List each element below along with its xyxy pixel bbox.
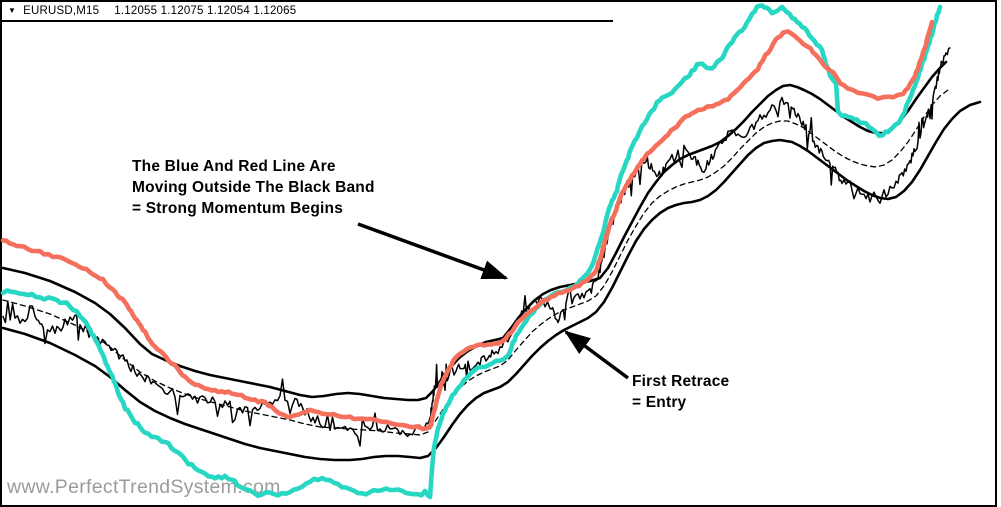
titlebar-separator	[2, 20, 613, 22]
momentum-annotation-line1: The Blue And Red Line Are	[132, 158, 336, 175]
entry-annotation-line2: = Entry	[632, 394, 687, 411]
watermark-text: www.PerfectTrendSystem.com	[7, 476, 281, 498]
arrows-group	[357, 222, 630, 380]
series-cyan-trend-line	[0, 3, 943, 500]
entry-annotation-line1: First Retrace	[632, 373, 730, 390]
series-group	[0, 3, 982, 500]
series-price-close-line	[2, 47, 951, 447]
ohlc-quotes: 1.12055 1.12075 1.12054 1.12065	[114, 5, 297, 17]
symbol-dropdown-icon[interactable]: ▼	[8, 6, 17, 15]
series-red-trend-line	[0, 19, 935, 432]
series-band-midline-dashed	[2, 89, 949, 436]
chart-titlebar: ▼ EURUSD,M15 1.12055 1.12075 1.12054 1.1…	[8, 3, 296, 19]
momentum-annotation-line3: = Strong Momentum Begins	[132, 200, 344, 217]
entry-annotation: First Retrace = Entry	[632, 371, 729, 413]
momentum-annotation: The Blue And Red Line Are Moving Outside…	[132, 156, 375, 219]
symbol-label: EURUSD,M15	[23, 5, 100, 17]
series-band-upper	[1, 60, 948, 402]
momentum-arrow	[357, 222, 509, 280]
momentum-annotation-line2: Moving Outside The Black Band	[132, 179, 375, 196]
entry-arrow	[564, 330, 630, 380]
